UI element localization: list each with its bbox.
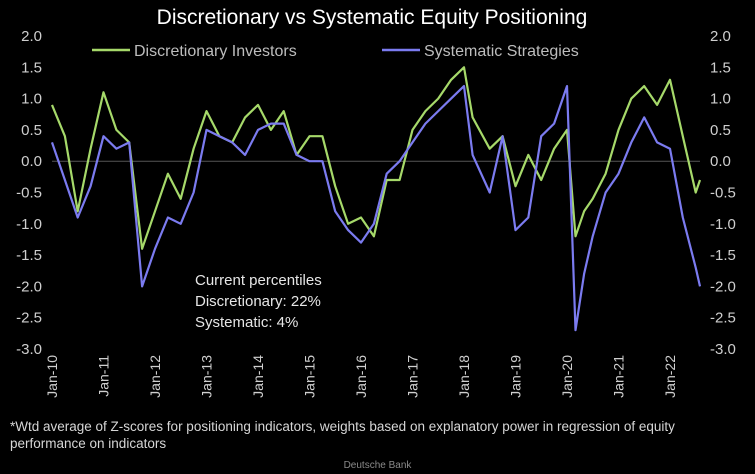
y-tick-right: 1.0 xyxy=(710,91,731,108)
x-tick-label: Jan-21 xyxy=(610,355,626,398)
x-tick-label: Jan-14 xyxy=(250,355,266,398)
y-tick-right: -2.5 xyxy=(710,310,736,327)
x-tick-label: Jan-19 xyxy=(507,355,523,398)
x-tick-label: Jan-16 xyxy=(353,355,369,398)
series-line-discretionary xyxy=(50,66,702,250)
y-tick-left: -1.5 xyxy=(16,247,42,264)
annotation-line-2: Discretionary: 22% xyxy=(195,293,321,310)
legend: Discretionary Investors Systematic Strat… xyxy=(92,43,579,60)
y-tick-left: 0.0 xyxy=(21,153,42,170)
y-tick-right: 1.5 xyxy=(710,59,731,76)
y-tick-right: -0.5 xyxy=(710,185,736,202)
y-tick-left: -2.5 xyxy=(16,310,42,327)
legend-label-systematic: Systematic Strategies xyxy=(424,43,579,60)
x-tick-label: Jan-15 xyxy=(301,355,317,398)
chart-title: Discretionary vs Systematic Equity Posit… xyxy=(157,6,588,29)
source-credit: Deutsche Bank xyxy=(343,460,412,471)
x-tick-label: Jan-12 xyxy=(147,355,163,398)
y-tick-right: -1.0 xyxy=(710,216,736,233)
y-tick-left: 1.0 xyxy=(21,91,42,108)
y-tick-right: 2.0 xyxy=(710,28,731,45)
annotation-line-1: Current percentiles xyxy=(195,272,322,289)
footnote: *Wtd average of Z-scores for positioning… xyxy=(10,419,675,451)
x-tick-label: Jan-17 xyxy=(404,355,420,398)
y-tick-right: -2.0 xyxy=(710,278,736,295)
x-tick-label: Jan-18 xyxy=(456,355,472,398)
x-tick-label: Jan-10 xyxy=(44,355,60,398)
y-tick-left: -1.0 xyxy=(16,216,42,233)
y-tick-left: 2.0 xyxy=(21,28,42,45)
y-tick-right: -3.0 xyxy=(710,341,736,358)
series-line-systematic xyxy=(50,84,702,332)
y-tick-right: -1.5 xyxy=(710,247,736,264)
percentile-annotation: Current percentiles Discretionary: 22% S… xyxy=(195,272,322,331)
y-tick-right: 0.5 xyxy=(710,122,731,139)
series-lines xyxy=(50,66,702,332)
x-tick-label: Jan-22 xyxy=(662,355,678,398)
x-tick-label: Jan-13 xyxy=(198,355,214,398)
x-tick-label: Jan-20 xyxy=(559,355,575,398)
y-tick-left: 0.5 xyxy=(21,122,42,139)
y-axis-right: 2.0 1.5 1.0 0.5 0.0 -0.5 -1.0 -1.5 -2.0 -2.5 -3.0 xyxy=(710,28,736,358)
y-tick-left: -2.0 xyxy=(16,278,42,295)
y-tick-right: 0.0 xyxy=(710,153,731,170)
y-axis-left: 2.0 1.5 1.0 0.5 0.0 -0.5 -1.0 -1.5 -2.0 -2.5 -3.0 xyxy=(16,28,42,358)
legend-label-discretionary: Discretionary Investors xyxy=(134,43,297,60)
annotation-line-3: Systematic: 4% xyxy=(195,314,298,331)
y-tick-left: -3.0 xyxy=(16,341,42,358)
y-tick-left: -0.5 xyxy=(16,185,42,202)
x-tick-label: Jan-11 xyxy=(95,355,111,397)
x-axis: Jan-10 Jan-11 Jan-12 Jan-13 Jan-14 Jan-15 Jan-… xyxy=(44,355,678,398)
y-tick-left: 1.5 xyxy=(21,59,42,76)
